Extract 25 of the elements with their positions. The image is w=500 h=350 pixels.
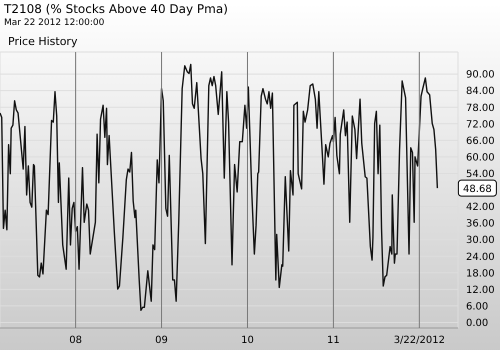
y-tick-label: 0.00 xyxy=(466,318,488,330)
annotation: 48.68 xyxy=(463,184,492,196)
y-tick-label: 6.00 xyxy=(466,301,488,312)
y-tick-label: 12.00 xyxy=(466,284,495,296)
x-tick-label: 10 xyxy=(241,335,254,346)
x-tick-label: 3/22/2012 xyxy=(394,335,445,346)
y-tick-label: 72.00 xyxy=(466,119,495,130)
chart-subtitle: Mar 22 2012 12:00:00 xyxy=(4,18,104,28)
y-tick-label: 84.00 xyxy=(466,86,495,98)
y-tick-label: 30.00 xyxy=(466,235,495,246)
y-tick-label: 90.00 xyxy=(466,70,495,81)
line-series xyxy=(0,64,438,312)
y-tick-label: 78.00 xyxy=(466,102,495,114)
x-tick-label: 11 xyxy=(327,335,340,346)
x-tick-label: 09 xyxy=(155,335,168,346)
text: Price History xyxy=(8,35,78,48)
chart-title: T2108 (% Stocks Above 40 Day Pma) xyxy=(4,2,228,16)
y-tick-label: 42.00 xyxy=(466,202,495,214)
y-tick-label: 66.00 xyxy=(466,136,495,147)
y-tick-label: 36.00 xyxy=(466,218,495,230)
y-tick-label: 18.00 xyxy=(466,268,495,280)
y-tick-label: 60.00 xyxy=(466,152,495,164)
y-tick-label: 24.00 xyxy=(466,252,495,263)
y-tick-label: 54.00 xyxy=(466,168,495,180)
x-tick-label: 08 xyxy=(69,335,82,346)
